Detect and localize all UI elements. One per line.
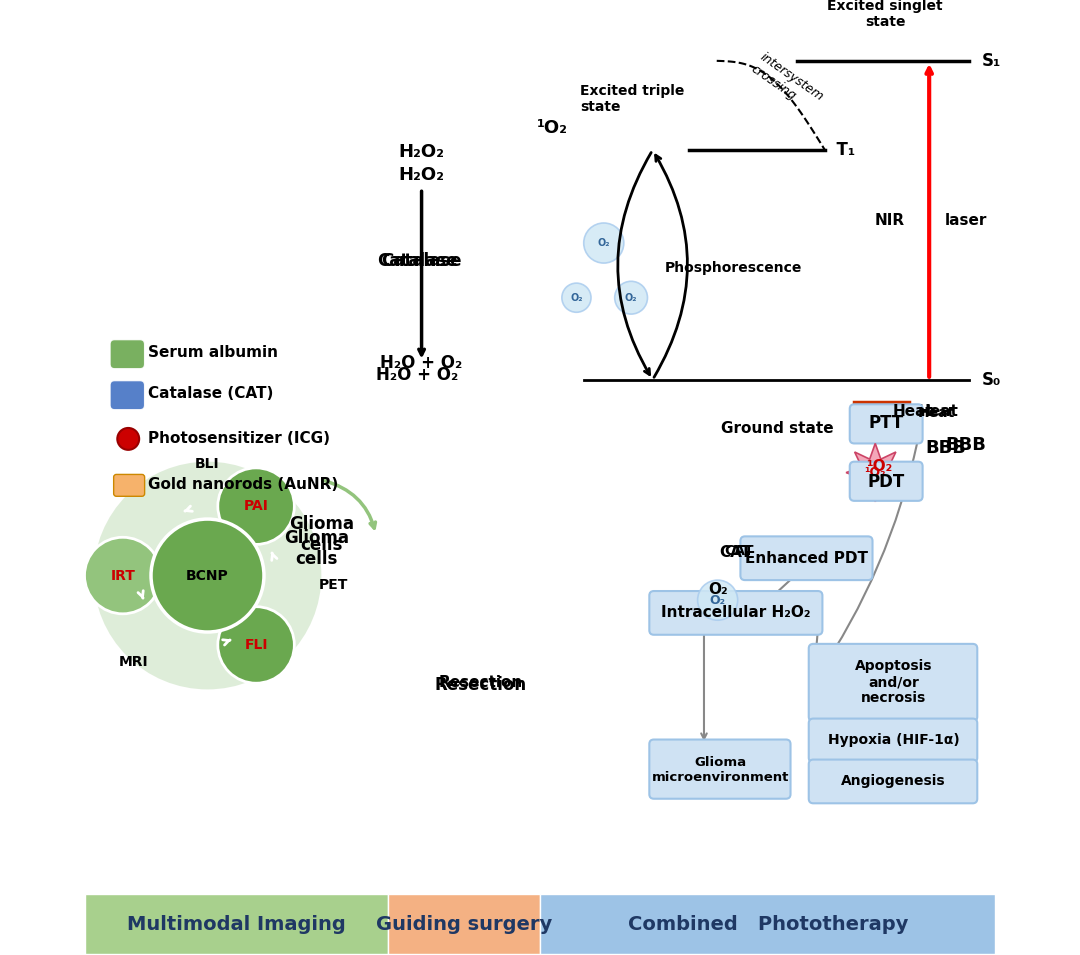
Text: Heat: Heat	[893, 404, 934, 419]
Text: Phosphorescence: Phosphorescence	[664, 261, 802, 275]
Text: PET: PET	[319, 578, 348, 592]
Text: H₂O₂: H₂O₂	[399, 143, 445, 161]
Text: H₂O + O₂: H₂O + O₂	[376, 366, 458, 384]
Circle shape	[562, 283, 591, 312]
Text: Glioma
cells: Glioma cells	[284, 529, 349, 567]
Text: Gold nanorods (AuNR): Gold nanorods (AuNR)	[148, 477, 338, 492]
Text: Serum albumin: Serum albumin	[148, 345, 279, 360]
Text: O₂: O₂	[625, 292, 637, 303]
Text: Excited singlet
state: Excited singlet state	[827, 0, 943, 29]
Text: Angiogenesis: Angiogenesis	[841, 775, 946, 789]
Text: Photosensitizer (ICG): Photosensitizer (ICG)	[148, 432, 330, 446]
Text: Catalase: Catalase	[377, 252, 457, 270]
Text: Resection: Resection	[438, 674, 523, 690]
Text: MRI: MRI	[119, 655, 148, 669]
Circle shape	[218, 468, 295, 544]
FancyBboxPatch shape	[850, 461, 922, 500]
Text: Guiding surgery: Guiding surgery	[376, 915, 552, 933]
Text: Glioma
microenvironment: Glioma microenvironment	[651, 755, 789, 784]
Text: Resection: Resection	[435, 676, 527, 694]
Text: Catalase: Catalase	[381, 252, 462, 270]
Circle shape	[218, 606, 295, 683]
FancyBboxPatch shape	[649, 591, 822, 635]
Text: BBB: BBB	[924, 439, 966, 457]
Text: CAT: CAT	[724, 544, 754, 558]
Text: T₁: T₁	[825, 141, 855, 159]
Text: PDT: PDT	[867, 473, 905, 491]
Text: laser: laser	[945, 213, 987, 227]
Circle shape	[94, 461, 322, 690]
Text: Excited triple
state: Excited triple state	[580, 84, 685, 115]
Text: Apoptosis
and/or
necrosis: Apoptosis and/or necrosis	[854, 659, 932, 706]
Text: ¹O₂: ¹O₂	[864, 466, 886, 479]
Text: H₂O₂: H₂O₂	[399, 166, 445, 183]
Text: ¹O₂: ¹O₂	[866, 458, 892, 474]
Text: ¹O₂: ¹O₂	[538, 118, 568, 137]
Text: Hypoxia (HIF-1α): Hypoxia (HIF-1α)	[827, 733, 959, 748]
Text: BCNP: BCNP	[186, 568, 229, 583]
Text: FLI: FLI	[244, 638, 268, 652]
Text: Heat: Heat	[918, 407, 956, 420]
FancyBboxPatch shape	[741, 537, 873, 580]
Text: H₂O + O₂: H₂O + O₂	[380, 354, 462, 372]
FancyBboxPatch shape	[113, 475, 145, 497]
Text: IRT: IRT	[110, 568, 135, 583]
Text: O₂: O₂	[570, 292, 583, 303]
FancyBboxPatch shape	[809, 759, 977, 803]
Text: NIR: NIR	[875, 213, 905, 227]
Text: PTT: PTT	[868, 414, 904, 433]
Text: O₂: O₂	[597, 238, 610, 248]
Text: BLI: BLI	[195, 456, 220, 471]
Text: BBB: BBB	[945, 436, 986, 455]
Text: Catalase (CAT): Catalase (CAT)	[148, 386, 273, 401]
Text: intersystem
crossing: intersystem crossing	[748, 51, 826, 116]
Circle shape	[615, 282, 648, 314]
Text: Glioma
cells: Glioma cells	[288, 515, 354, 554]
Circle shape	[84, 538, 161, 614]
Text: CAT: CAT	[719, 545, 752, 561]
FancyBboxPatch shape	[809, 644, 977, 721]
Circle shape	[118, 428, 139, 450]
FancyBboxPatch shape	[110, 381, 145, 410]
FancyBboxPatch shape	[809, 718, 977, 762]
Text: O₂: O₂	[710, 594, 726, 606]
Circle shape	[698, 580, 738, 620]
FancyBboxPatch shape	[649, 739, 791, 798]
Text: PAI: PAI	[244, 499, 269, 513]
Text: Intracellular H₂O₂: Intracellular H₂O₂	[661, 605, 811, 621]
FancyBboxPatch shape	[388, 895, 540, 954]
Text: Multimodal Imaging: Multimodal Imaging	[126, 915, 346, 933]
Text: Heat: Heat	[918, 404, 959, 419]
Text: Enhanced PDT: Enhanced PDT	[745, 551, 868, 565]
FancyBboxPatch shape	[540, 895, 996, 954]
Text: O₂: O₂	[707, 582, 728, 597]
FancyBboxPatch shape	[110, 340, 145, 369]
Polygon shape	[846, 443, 904, 501]
Text: Combined   Phototherapy: Combined Phototherapy	[627, 915, 908, 933]
Circle shape	[151, 520, 264, 632]
FancyBboxPatch shape	[84, 895, 388, 954]
Text: S₁: S₁	[982, 52, 1000, 70]
Text: S₀: S₀	[982, 371, 1000, 389]
Circle shape	[583, 223, 624, 263]
FancyBboxPatch shape	[850, 404, 922, 443]
Text: Ground state: Ground state	[720, 421, 833, 436]
